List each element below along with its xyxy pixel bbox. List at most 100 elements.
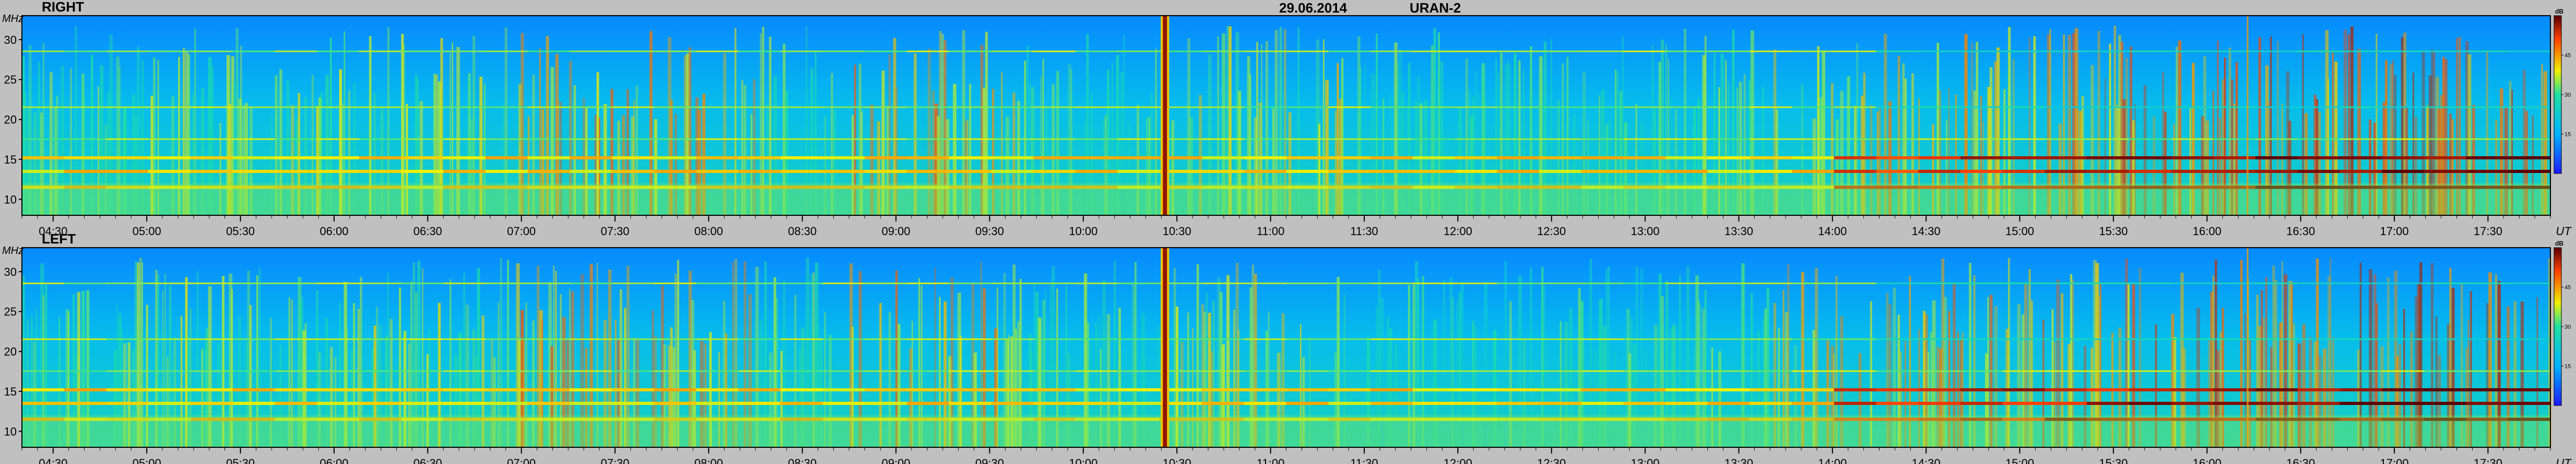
heatmap-column [608, 270, 612, 447]
interference-band [865, 370, 907, 372]
heatmap-column [1371, 74, 1375, 216]
heatmap-column [288, 297, 290, 447]
heatmap-column [1732, 30, 1735, 215]
heatmap-column [26, 108, 30, 215]
interference-band [190, 402, 233, 405]
heatmap-column [824, 117, 826, 215]
interference-band [1075, 170, 1118, 173]
heatmap-column [1189, 117, 1193, 215]
heatmap-column [1858, 353, 1862, 447]
heatmap-column [298, 277, 302, 447]
heatmap-column [1939, 90, 1941, 215]
heatmap-column [1923, 311, 1926, 447]
heatmap-column [594, 115, 598, 215]
heatmap-column [1474, 70, 1478, 215]
heatmap-column [1038, 318, 1042, 447]
heatmap-column [1904, 78, 1907, 215]
interference-band [2129, 417, 2171, 421]
interference-band [2466, 282, 2509, 284]
heatmap-column [2456, 38, 2458, 216]
interference-band [1117, 185, 1160, 189]
interference-band [865, 185, 907, 189]
heatmap-column [635, 339, 640, 447]
heatmap-column [465, 305, 469, 447]
heatmap-column [1984, 353, 1988, 447]
interference-band [738, 402, 781, 405]
heatmap-column [2249, 340, 2251, 447]
heatmap-column [668, 345, 671, 447]
heatmap-column [1033, 284, 1036, 447]
heatmap-column [2130, 47, 2133, 215]
interference-band [1412, 170, 1455, 173]
heatmap-column [134, 117, 138, 215]
heatmap-column [373, 93, 376, 215]
heatmap-column [1017, 321, 1021, 447]
heatmap-column [1212, 301, 1215, 447]
heatmap-column [1936, 42, 1940, 216]
heatmap-column [2373, 274, 2377, 447]
interference-band [443, 338, 486, 340]
interference-band [2002, 282, 2045, 284]
heatmap-column [1499, 52, 1503, 216]
interference-band [1328, 138, 1371, 140]
interference-band [738, 170, 781, 173]
interference-band [1876, 156, 1919, 159]
interference-band [1623, 338, 1666, 340]
interference-band [2171, 370, 2214, 372]
heatmap-column [123, 343, 126, 447]
heatmap-column [2127, 284, 2130, 447]
interference-band [1455, 402, 1497, 405]
interference-band [359, 170, 401, 173]
panel-label: RIGHT [42, 0, 84, 15]
interference-band [1960, 402, 2003, 405]
interference-band [1960, 50, 2003, 52]
heatmap-column [1012, 264, 1016, 447]
burst-marker [1163, 16, 1167, 215]
heatmap-column [399, 287, 401, 447]
heatmap-column [1141, 313, 1145, 447]
heatmap-column [2332, 337, 2334, 447]
heatmap-column [688, 271, 692, 447]
heatmap-column [1628, 353, 1631, 447]
interference-band [570, 50, 612, 52]
heatmap-column [1031, 87, 1034, 215]
interference-band [148, 402, 191, 405]
heatmap-column [755, 266, 759, 447]
heatmap-column [58, 317, 61, 447]
interference-band [1455, 185, 1497, 189]
interference-band [2382, 170, 2425, 173]
heatmap-column [810, 273, 813, 447]
interference-band [696, 282, 739, 284]
heatmap-column [1973, 275, 1976, 447]
heatmap-column [1247, 56, 1250, 215]
heatmap-column [2125, 57, 2129, 215]
interference-band [780, 402, 823, 405]
heatmap-column [68, 312, 69, 447]
heatmap-column [75, 26, 77, 215]
heatmap-column [1458, 107, 1462, 215]
interference-band [22, 370, 65, 372]
heatmap-column [1226, 275, 1230, 447]
interference-band [949, 50, 991, 52]
interference-band [1623, 370, 1666, 372]
interference-band [1075, 50, 1118, 52]
interference-band [1328, 402, 1371, 405]
interference-band [2339, 417, 2382, 421]
heatmap-column [1743, 74, 1746, 215]
interference-band [907, 156, 950, 159]
heatmap-column [132, 350, 134, 447]
interference-band [401, 388, 444, 391]
heatmap-column [410, 281, 412, 447]
interference-band [1244, 106, 1286, 108]
heatmap-column [1132, 283, 1135, 447]
heatmap-column [194, 28, 196, 216]
interference-band [317, 106, 360, 108]
heatmap-column [2171, 314, 2175, 447]
heatmap-column [1238, 91, 1242, 215]
heatmap-column [116, 56, 120, 216]
heatmap-column [783, 280, 786, 447]
heatmap-column [1594, 350, 1597, 447]
heatmap-column [256, 275, 258, 447]
heatmap-column [1601, 90, 1605, 215]
